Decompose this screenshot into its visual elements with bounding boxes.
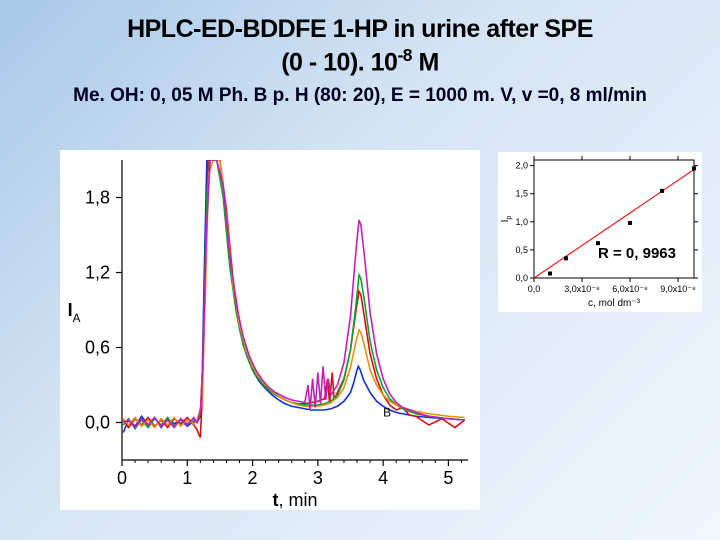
svg-text:1,2: 1,2 (85, 263, 110, 283)
svg-text:4: 4 (378, 468, 388, 488)
svg-text:0,6: 0,6 (85, 338, 110, 358)
svg-text:1,0: 1,0 (515, 217, 528, 227)
svg-text:3: 3 (313, 468, 323, 488)
svg-text:Ip: Ip (500, 216, 513, 223)
title-block: HPLC-ED-BDDFE 1-HP in urine after SPE (0… (0, 0, 720, 107)
calibration-inset-chart: 0,0 0,5 1,0 1,5 2,0 0,0 3,0x10⁻⁸ 6,0x10⁻⁸ 9,0x10… (498, 152, 702, 312)
svg-text:0,5: 0,5 (515, 245, 528, 255)
svg-text:0,0: 0,0 (528, 284, 541, 294)
title-line-2: (0 - 10). 10-8 M (0, 45, 720, 79)
subtitle: Me. OH: 0, 05 M Ph. B p. H (80: 20), E =… (0, 85, 720, 107)
calibration-svg: 0,0 0,5 1,0 1,5 2,0 0,0 3,0x10⁻⁸ 6,0x10⁻⁸ 9,0x10… (498, 152, 702, 312)
svg-text:t, min: t, min (272, 490, 317, 510)
series-trace4 (123, 160, 464, 428)
title-line-1: HPLC-ED-BDDFE 1-HP in urine after SPE (0, 14, 720, 45)
title-line-2-prefix: (0 - 10). 10 (281, 49, 397, 77)
svg-text:2: 2 (248, 468, 258, 488)
r-value-label: R = 0, 9963 (598, 245, 676, 262)
svg-text:0: 0 (117, 468, 127, 488)
svg-text:1,8: 1,8 (85, 188, 110, 208)
title-line-2-sup: -8 (397, 45, 412, 65)
chromatogram-svg: 0 1 2 3 4 5 0,0 0,6 1,2 1,8 t, min IA B (60, 150, 480, 510)
svg-text:1,5: 1,5 (515, 189, 528, 199)
svg-text:IA: IA (68, 300, 81, 325)
series-trace1 (123, 160, 464, 433)
svg-text:c, mol dm⁻³: c, mol dm⁻³ (588, 298, 641, 309)
series-trace5 (123, 160, 464, 428)
svg-text:2,0: 2,0 (515, 161, 528, 171)
svg-text:B: B (383, 405, 391, 419)
series-trace3 (123, 160, 464, 429)
title-line-2-suffix: M (412, 49, 439, 77)
series-trace2 (123, 160, 464, 438)
svg-text:5: 5 (443, 468, 453, 488)
chromatogram-chart: 0 1 2 3 4 5 0,0 0,6 1,2 1,8 t, min IA B (60, 150, 480, 510)
svg-text:0,0: 0,0 (85, 413, 110, 433)
svg-text:6,0x10⁻⁸: 6,0x10⁻⁸ (612, 284, 648, 294)
svg-text:9,0x10⁻⁸: 9,0x10⁻⁸ (660, 284, 696, 294)
svg-text:1: 1 (182, 468, 192, 488)
svg-text:3,0x10⁻⁸: 3,0x10⁻⁸ (564, 284, 600, 294)
svg-text:0,0: 0,0 (515, 273, 528, 283)
